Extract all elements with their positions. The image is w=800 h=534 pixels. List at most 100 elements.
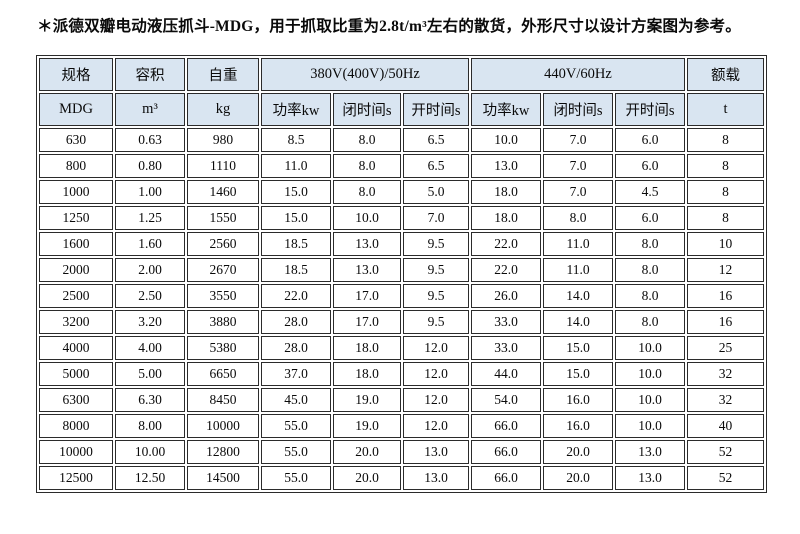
table-cell: 4000 [39,336,113,360]
table-cell: 15.0 [543,336,614,360]
table-cell: 7.0 [543,154,614,178]
table-cell: 1550 [187,206,259,230]
table-row: 5000 5.00 6650 37.0 18.0 12.0 44.0 15.0 10.0 32 [39,362,765,386]
table-cell: 11.0 [261,154,331,178]
header-cell-60hz-group: 440V/60Hz [471,58,686,91]
header-row-1: 规格 容积 自重 380V(400V)/50Hz 440V/60Hz 额载 [39,58,765,91]
page-title: ＊派德双瓣电动液压抓斗-MDG，用于抓取比重为2.8t/m³左右的散货，外形尺寸… [37,18,741,35]
table-cell: 15.0 [261,206,331,230]
table-cell: 19.0 [333,388,401,412]
header-cell-open-time-50: 开时间s [403,93,470,126]
table-cell: 12 [687,258,765,282]
table-cell: 10.0 [615,414,686,438]
table-cell: 18.5 [261,258,331,282]
table-cell: 8 [687,128,765,152]
table-cell: 8.00 [115,414,185,438]
table-cell: 8 [687,154,765,178]
table-row: 6300 6.30 8450 45.0 19.0 12.0 54.0 16.0 10.0 32 [39,388,765,412]
table-cell: 13.0 [615,440,686,464]
table-cell: 13.0 [471,154,542,178]
table-cell: 52 [687,440,765,464]
table-cell: 8.5 [261,128,331,152]
table-cell: 800 [39,154,113,178]
table-cell: 10 [687,232,765,256]
header-cell-close-time-60: 闭时间s [543,93,614,126]
table-row: 630 0.63 980 8.5 8.0 6.5 10.0 7.0 6.0 8 [39,128,765,152]
table-cell: 5000 [39,362,113,386]
table-body: 630 0.63 980 8.5 8.0 6.5 10.0 7.0 6.0 8 800 0.80 111… [39,128,765,490]
table-row: 2000 2.00 2670 18.5 13.0 9.5 22.0 11.0 8.0 12 [39,258,765,282]
table-cell: 55.0 [261,440,331,464]
table-cell: 55.0 [261,466,331,490]
table-cell: 6.5 [403,154,470,178]
table-cell: 10.0 [333,206,401,230]
table-cell: 37.0 [261,362,331,386]
table-cell: 3200 [39,310,113,334]
table-cell: 2560 [187,232,259,256]
header-cell-close-time-50: 闭时间s [333,93,401,126]
table-cell: 10000 [39,440,113,464]
table-cell: 32 [687,362,765,386]
table-cell: 2500 [39,284,113,308]
table-row: 3200 3.20 3880 28.0 17.0 9.5 33.0 14.0 8.0 16 [39,310,765,334]
table-cell: 6650 [187,362,259,386]
table-cell: 18.0 [333,362,401,386]
table-row: 2500 2.50 3550 22.0 17.0 9.5 26.0 14.0 8.0 16 [39,284,765,308]
table-cell: 16.0 [543,414,614,438]
table-cell: 17.0 [333,310,401,334]
table-cell: 12.0 [403,388,470,412]
table-cell: 1250 [39,206,113,230]
header-cell-self-weight: 自重 [187,58,259,91]
table-cell: 4.5 [615,180,686,204]
table-cell: 2000 [39,258,113,282]
table-cell: 8.0 [615,258,686,282]
table-cell: 6.5 [403,128,470,152]
table-cell: 40 [687,414,765,438]
table-cell: 3.20 [115,310,185,334]
table-cell: 8.0 [333,128,401,152]
header-row-2: MDG m³ kg 功率kw 闭时间s 开时间s 功率kw 闭时间s 开时间s … [39,93,765,126]
table-cell: 10000 [187,414,259,438]
table-cell: 17.0 [333,284,401,308]
table-cell: 1600 [39,232,113,256]
table-cell: 14.0 [543,284,614,308]
header-cell-power-50: 功率kw [261,93,331,126]
table-cell: 20.0 [543,440,614,464]
header-cell-m3: m³ [115,93,185,126]
table-cell: 1110 [187,154,259,178]
table-cell: 44.0 [471,362,542,386]
table-row: 1000 1.00 1460 15.0 8.0 5.0 18.0 7.0 4.5 8 [39,180,765,204]
table-cell: 11.0 [543,258,614,282]
header-cell-50hz-group: 380V(400V)/50Hz [261,58,470,91]
table-cell: 9.5 [403,258,470,282]
table-cell: 5.00 [115,362,185,386]
table-cell: 8 [687,180,765,204]
table-header: 规格 容积 自重 380V(400V)/50Hz 440V/60Hz 额载 MD… [39,58,765,126]
table-row: 4000 4.00 5380 28.0 18.0 12.0 33.0 15.0 10.0 25 [39,336,765,360]
table-cell: 1.25 [115,206,185,230]
table-cell: 12.50 [115,466,185,490]
header-cell-power-60: 功率kw [471,93,542,126]
table-cell: 8.0 [615,310,686,334]
table-cell: 3880 [187,310,259,334]
table-cell: 12.0 [403,336,470,360]
table-cell: 28.0 [261,336,331,360]
table-cell: 18.0 [471,206,542,230]
table-cell: 9.5 [403,310,470,334]
header-cell-volume: 容积 [115,58,185,91]
table-cell: 16.0 [543,388,614,412]
table-cell: 28.0 [261,310,331,334]
table-cell: 1.60 [115,232,185,256]
table-cell: 22.0 [261,284,331,308]
table-cell: 19.0 [333,414,401,438]
table-cell: 22.0 [471,232,542,256]
table-cell: 14.0 [543,310,614,334]
table-cell: 33.0 [471,336,542,360]
spec-table: 规格 容积 自重 380V(400V)/50Hz 440V/60Hz 额载 MD… [36,55,768,493]
table-cell: 630 [39,128,113,152]
table-cell: 20.0 [543,466,614,490]
table-cell: 12.0 [403,362,470,386]
table-cell: 13.0 [615,466,686,490]
table-cell: 7.0 [543,128,614,152]
header-cell-kg: kg [187,93,259,126]
